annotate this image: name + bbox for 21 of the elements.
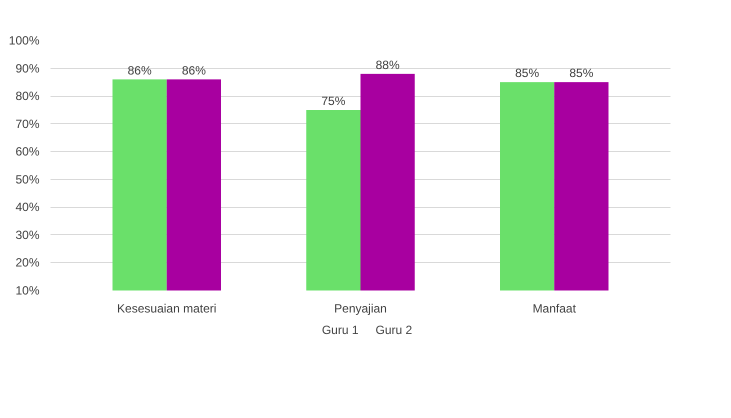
text: Guru 2 — [376, 323, 412, 337]
x-tick-label: Manfaat — [532, 302, 577, 316]
text: Guru 1 — [322, 323, 358, 337]
data-label: 75% — [321, 94, 346, 108]
data-label: 86% — [182, 63, 206, 78]
y-tick-label: 50% — [15, 172, 40, 186]
y-tick-label: 70% — [15, 116, 40, 131]
x-tick-label: Kesesuaian materi — [117, 302, 216, 316]
y-tick-label: 60% — [15, 144, 40, 159]
data-label: 88% — [376, 58, 400, 72]
y-tick-label: 80% — [15, 89, 40, 104]
y-tick-label: 90% — [15, 61, 40, 76]
data-label: 85% — [515, 66, 540, 80]
y-tick-label: 20% — [15, 256, 40, 270]
y-tick-label: 100% — [8, 34, 40, 48]
data-label: 85% — [569, 66, 594, 80]
y-tick-label: 10% — [15, 284, 40, 298]
data-label: 86% — [128, 63, 152, 78]
y-tick-label: 30% — [15, 228, 40, 242]
x-tick-label: Penyajian — [334, 302, 387, 316]
y-tick-label: 40% — [15, 200, 40, 214]
